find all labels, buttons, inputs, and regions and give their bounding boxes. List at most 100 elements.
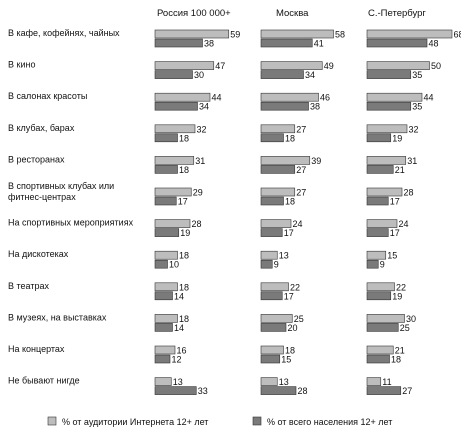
value-label: 34 xyxy=(305,70,315,80)
legend-label-0: % от аудитории Интернета 12+ лет xyxy=(62,417,208,427)
value-label: 44 xyxy=(212,93,222,103)
value-label: 39 xyxy=(311,156,321,166)
value-label: 50 xyxy=(431,61,441,71)
value-label: 34 xyxy=(199,102,209,112)
value-label: 15 xyxy=(281,355,291,365)
bar-s1-r8-p0 xyxy=(154,291,173,301)
panel-header-0: Россия 100 000+ xyxy=(157,8,231,19)
bar-s0-r10-p2 xyxy=(366,345,394,355)
value-label: 27 xyxy=(296,165,306,175)
bar-s1-r11-p1 xyxy=(260,386,297,395)
bar-s1-r4-p1 xyxy=(260,165,296,174)
bar-s0-r5-p1 xyxy=(260,187,296,197)
value-label: 29 xyxy=(193,188,203,198)
value-label: 27 xyxy=(296,188,306,198)
value-label: 48 xyxy=(429,39,439,49)
bar-s1-r1-p1 xyxy=(260,70,304,79)
legend-label-1: % от всего населения 12+ лет xyxy=(267,417,392,427)
value-label: 21 xyxy=(395,165,405,175)
value-label: 59 xyxy=(230,30,240,40)
value-label: 24 xyxy=(293,219,303,229)
bar-s0-r0-p0 xyxy=(154,29,230,39)
bar-s1-r7-p0 xyxy=(154,259,168,269)
value-label: 14 xyxy=(174,323,184,333)
bar-s0-r7-p2 xyxy=(366,250,387,260)
value-label: 30 xyxy=(194,70,204,80)
bar-s1-r2-p1 xyxy=(260,101,309,111)
value-label: 46 xyxy=(320,93,330,103)
value-label: 41 xyxy=(314,39,324,49)
value-label: 49 xyxy=(324,61,334,71)
bar-s1-r9-p1 xyxy=(260,323,287,332)
bar-s1-r0-p0 xyxy=(154,38,203,48)
bar-s0-r0-p2 xyxy=(366,29,453,39)
bar-s0-r3-p2 xyxy=(366,124,408,134)
value-label: 19 xyxy=(392,133,402,143)
value-label: 44 xyxy=(424,93,434,103)
bar-s0-r8-p2 xyxy=(366,282,395,292)
bar-s1-r6-p2 xyxy=(366,228,389,237)
value-label: 30 xyxy=(406,314,416,324)
category-label: В салонах красоты xyxy=(8,91,87,101)
value-label: 13 xyxy=(279,377,289,387)
bar-s1-r0-p1 xyxy=(260,38,313,48)
value-label: 18 xyxy=(179,165,189,175)
bar-s1-r3-p0 xyxy=(154,133,178,143)
bar-s0-r1-p2 xyxy=(366,61,430,70)
value-label: 58 xyxy=(335,30,345,40)
value-label: 17 xyxy=(284,228,294,238)
category-label: В музеях, на выставках xyxy=(8,312,107,322)
value-label: 15 xyxy=(387,251,397,261)
category-label: В спортивных клубах или фитнес-центрах xyxy=(8,181,114,202)
bar-s0-r0-p1 xyxy=(260,29,334,39)
category-label: В театрах xyxy=(8,281,49,291)
bar-s0-r3-p0 xyxy=(154,124,196,134)
bar-s1-r1-p2 xyxy=(366,70,412,79)
value-label: 18 xyxy=(179,251,189,261)
value-label: 17 xyxy=(390,228,400,238)
bar-s1-r10-p2 xyxy=(366,354,390,364)
value-label: 20 xyxy=(288,323,298,333)
bar-s1-r10-p1 xyxy=(260,354,281,364)
legend-swatch-0 xyxy=(47,416,57,426)
bar-s1-r0-p2 xyxy=(366,38,428,48)
value-label: 22 xyxy=(396,282,406,292)
bar-s0-r9-p1 xyxy=(260,314,293,323)
value-label: 18 xyxy=(285,197,295,207)
value-label: 22 xyxy=(290,282,300,292)
bar-s1-r2-p0 xyxy=(154,101,198,111)
value-label: 18 xyxy=(179,282,189,292)
bar-s1-r9-p0 xyxy=(154,323,173,332)
value-label: 12 xyxy=(172,355,182,365)
value-label: 27 xyxy=(296,124,306,134)
value-label: 18 xyxy=(179,314,189,324)
bar-s0-r3-p1 xyxy=(260,124,296,134)
category-label: В клубах, барах xyxy=(8,123,75,133)
category-label: Не бывают нигде xyxy=(8,376,80,386)
value-label: 24 xyxy=(399,219,409,229)
value-label: 28 xyxy=(192,219,202,229)
bar-s0-r2-p1 xyxy=(260,92,319,102)
bar-s1-r9-p2 xyxy=(366,323,399,332)
bar-s1-r2-p2 xyxy=(366,101,412,111)
bar-s1-r3-p2 xyxy=(366,133,392,143)
bar-s1-r3-p1 xyxy=(260,133,284,143)
category-label: На концертах xyxy=(8,344,65,354)
bar-s1-r11-p2 xyxy=(366,386,402,395)
bar-s1-r4-p0 xyxy=(154,165,178,174)
value-label: 38 xyxy=(204,39,214,49)
category-label: В кино xyxy=(8,60,35,70)
value-label: 9 xyxy=(380,260,385,270)
bar-s0-r9-p2 xyxy=(366,314,405,323)
bar-s0-r6-p2 xyxy=(366,219,398,228)
bar-s0-r11-p1 xyxy=(260,377,278,386)
bar-s1-r5-p1 xyxy=(260,196,284,206)
category-label: На дискотеках xyxy=(8,249,69,259)
bar-s1-r4-p2 xyxy=(366,165,394,174)
bar-s0-r8-p0 xyxy=(154,282,178,292)
bar-s1-r6-p1 xyxy=(260,228,283,237)
value-label: 18 xyxy=(285,346,295,356)
bar-s1-r8-p1 xyxy=(260,291,283,301)
bar-s0-r10-p1 xyxy=(260,345,284,355)
